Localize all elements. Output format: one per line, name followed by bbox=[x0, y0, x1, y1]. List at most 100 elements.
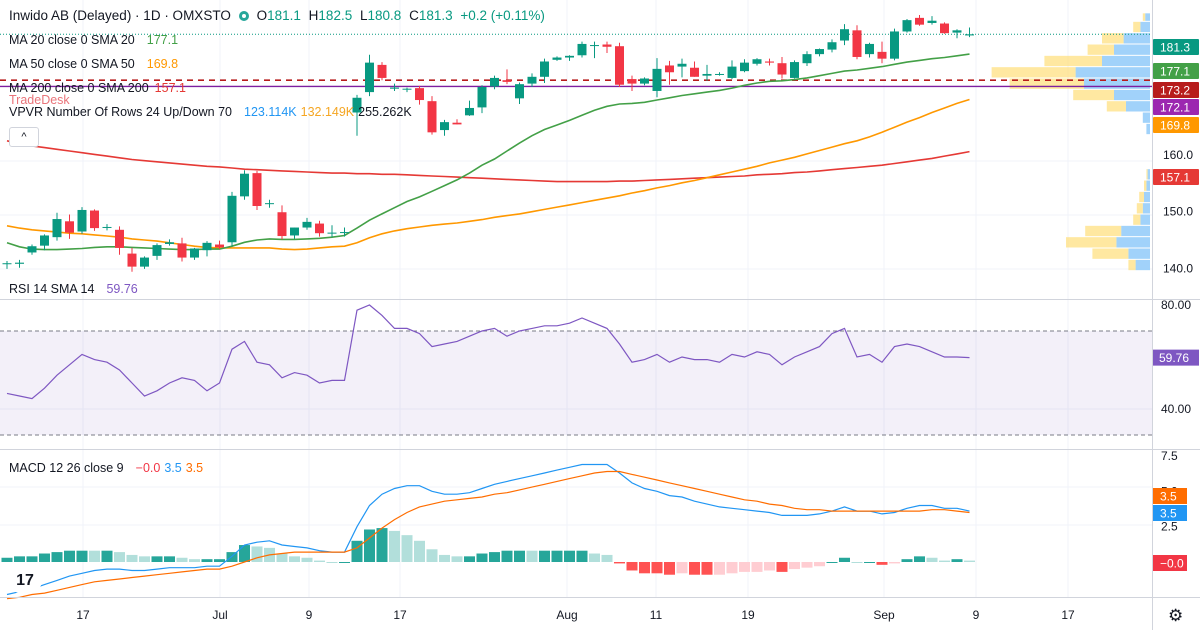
candle-body bbox=[827, 42, 837, 50]
macd-histogram-bar bbox=[89, 550, 100, 562]
ma50-line bbox=[6, 98, 970, 251]
macd-histogram-bar bbox=[814, 562, 825, 567]
rsi-tick-label: 80.00 bbox=[1161, 298, 1191, 312]
candle-body bbox=[102, 226, 112, 228]
ma50-legend[interactable]: MA 50 close 0 SMA 50 169.8 bbox=[9, 57, 182, 71]
macd-histogram-bar bbox=[289, 556, 300, 562]
volume-profile-down-bar bbox=[991, 67, 1076, 78]
candle-body bbox=[177, 243, 187, 258]
macd-histogram-bar bbox=[939, 560, 950, 562]
candle-body bbox=[740, 62, 749, 72]
macd-axis-badge bbox=[1153, 488, 1187, 504]
macd-histogram-bar bbox=[626, 562, 638, 571]
price-axis-badge-label: 169.8 bbox=[1160, 119, 1190, 133]
volume-profile-down-bar bbox=[1106, 101, 1126, 112]
candle-body bbox=[590, 45, 599, 47]
volume-profile-up-bar bbox=[1075, 67, 1150, 78]
vpvr-legend[interactable]: VPVR Number Of Rows 24 Up/Down 70 123.114… bbox=[9, 105, 416, 119]
vpvr-total-value: 255.262K bbox=[358, 105, 412, 119]
macd-axis-badge bbox=[1153, 555, 1187, 571]
macd-hist-value: −0.0 bbox=[135, 461, 161, 475]
macd-histogram-bar bbox=[64, 550, 75, 562]
candle-body bbox=[540, 61, 549, 77]
volume-profile-up-bar bbox=[1140, 214, 1150, 225]
collapse-legend-button[interactable]: ^ bbox=[9, 127, 39, 147]
macd-histogram-bar bbox=[164, 556, 175, 562]
macd-histogram-bar bbox=[589, 553, 600, 562]
open-value: 181.1 bbox=[267, 8, 301, 23]
macd-histogram-bar bbox=[51, 552, 63, 562]
rsi-tick-label: 40.00 bbox=[1161, 402, 1191, 416]
candle-body bbox=[952, 30, 962, 33]
macd-histogram-bar bbox=[451, 556, 463, 562]
candle-body bbox=[77, 209, 87, 232]
price-axis-badge-label: 157.1 bbox=[1160, 171, 1190, 185]
volume-profile-up-bar bbox=[1147, 169, 1150, 180]
candle-body bbox=[840, 29, 849, 41]
volume-profile-down-bar bbox=[1092, 248, 1129, 259]
rsi-legend[interactable]: RSI 14 SMA 14 59.76 bbox=[9, 282, 142, 296]
candle-body bbox=[652, 68, 662, 91]
volume-profile-down-bar bbox=[1133, 21, 1141, 33]
ma200-value: 157.1 bbox=[154, 81, 186, 95]
macd-histogram-bar bbox=[501, 550, 513, 562]
candle-body bbox=[65, 221, 74, 233]
time-tick-label: 9 bbox=[973, 608, 980, 622]
gear-icon[interactable]: ⚙ bbox=[1168, 606, 1184, 625]
candle-body bbox=[902, 20, 912, 32]
candle-body bbox=[402, 88, 412, 90]
high-value: 182.5 bbox=[318, 8, 353, 23]
high-label: H bbox=[308, 8, 319, 23]
macd-histogram-bar bbox=[39, 553, 50, 562]
macd-histogram-bar bbox=[114, 552, 125, 562]
macd-histogram-bar bbox=[376, 528, 388, 562]
candle-body bbox=[440, 122, 449, 131]
candle-body bbox=[152, 245, 162, 256]
macd-histogram-bar bbox=[751, 562, 763, 572]
candle-body bbox=[615, 46, 624, 85]
volume-profile-up-bar bbox=[1126, 101, 1150, 112]
ma20-legend[interactable]: MA 20 close 0 SMA 20 177.1 bbox=[9, 33, 182, 47]
candle-body bbox=[352, 97, 362, 113]
macd-histogram-bar bbox=[176, 557, 188, 562]
macd-histogram-bar bbox=[639, 562, 650, 574]
macd-legend[interactable]: MACD 12 26 close 9 −0.0 3.5 3.5 bbox=[9, 461, 207, 475]
macd-histogram-bar bbox=[576, 550, 588, 562]
time-tick-label: Jul bbox=[212, 608, 227, 622]
macd-histogram-bar bbox=[539, 550, 550, 562]
tradedesk-label[interactable]: TradeDesk bbox=[9, 93, 70, 107]
candle-body bbox=[365, 62, 374, 93]
ma20-line bbox=[6, 53, 970, 251]
volume-profile-down-bar bbox=[1044, 55, 1102, 67]
volume-profile-down-bar bbox=[1136, 203, 1143, 214]
candle-body bbox=[465, 107, 474, 116]
volume-profile-up-bar bbox=[1145, 13, 1150, 21]
macd-histogram-bar bbox=[564, 550, 575, 562]
candle-body bbox=[715, 73, 724, 75]
ma50-label: MA 50 close 0 SMA 50 bbox=[9, 57, 135, 71]
candle-body bbox=[27, 246, 37, 253]
candle-body bbox=[765, 61, 774, 63]
candle-body bbox=[602, 44, 612, 47]
candle-body bbox=[890, 31, 899, 59]
candle-body bbox=[215, 244, 224, 248]
macd-histogram-bar bbox=[864, 562, 875, 563]
candle-body bbox=[665, 65, 674, 73]
volume-profile-up-bar bbox=[1142, 203, 1150, 214]
rsi-line bbox=[6, 304, 970, 400]
candle-body bbox=[690, 67, 699, 77]
candle-body bbox=[227, 195, 237, 243]
candle-body bbox=[677, 63, 687, 67]
tradingview-logo-icon[interactable]: 17 bbox=[8, 568, 42, 594]
price-axis-badge bbox=[1153, 169, 1199, 185]
symbol-title[interactable]: Inwido AB (Delayed) · 1D · OMXSTO bbox=[9, 8, 231, 23]
ma200-legend[interactable]: MA 200 close 0 SMA 200 157.1 bbox=[9, 81, 190, 95]
macd-histogram-bar bbox=[701, 562, 713, 575]
volume-profile-down-bar bbox=[1144, 180, 1147, 191]
macd-histogram-bar bbox=[276, 553, 288, 562]
vpvr-label: VPVR Number Of Rows 24 Up/Down 70 bbox=[9, 105, 233, 119]
macd-histogram-bar bbox=[426, 549, 438, 562]
price-axis-badge-label: 173.2 bbox=[1160, 84, 1190, 98]
volume-profile-up-bar bbox=[1121, 225, 1150, 237]
